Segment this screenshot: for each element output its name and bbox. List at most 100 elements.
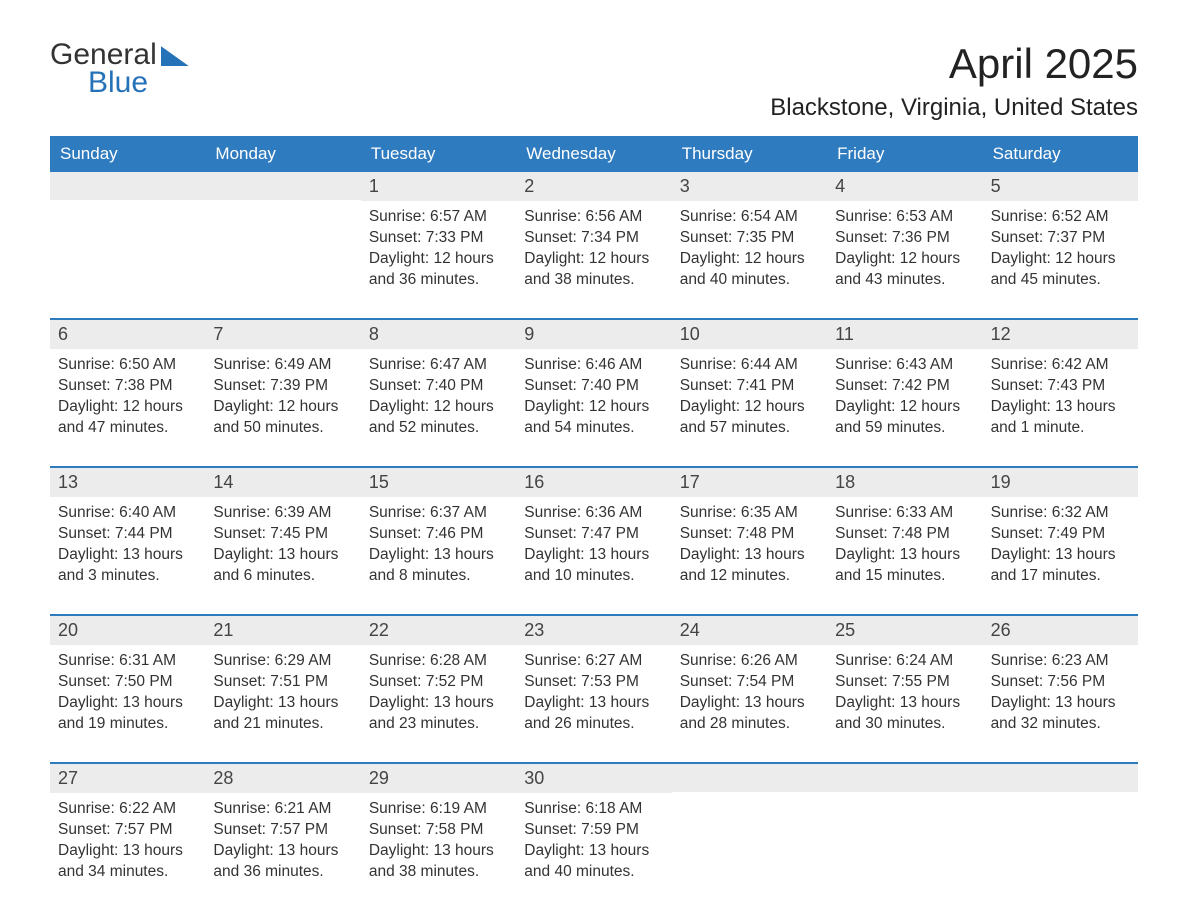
day-number: 8 bbox=[361, 320, 516, 349]
daylight-line: and 21 minutes. bbox=[213, 714, 352, 735]
cell-body: Sunrise: 6:54 AMSunset: 7:35 PMDaylight:… bbox=[672, 201, 827, 293]
sunrise-line: Sunrise: 6:56 AM bbox=[524, 207, 663, 228]
calendar-cell: 11Sunrise: 6:43 AMSunset: 7:42 PMDayligh… bbox=[827, 320, 982, 448]
daylight-line: Daylight: 12 hours bbox=[369, 397, 508, 418]
daylight-line: Daylight: 13 hours bbox=[524, 545, 663, 566]
day-number: 29 bbox=[361, 764, 516, 793]
week-row: 13Sunrise: 6:40 AMSunset: 7:44 PMDayligh… bbox=[50, 466, 1138, 596]
daylight-line: Daylight: 12 hours bbox=[835, 397, 974, 418]
cell-body: Sunrise: 6:40 AMSunset: 7:44 PMDaylight:… bbox=[50, 497, 205, 589]
sunset-line: Sunset: 7:44 PM bbox=[58, 524, 197, 545]
cell-body: Sunrise: 6:47 AMSunset: 7:40 PMDaylight:… bbox=[361, 349, 516, 441]
sunrise-line: Sunrise: 6:43 AM bbox=[835, 355, 974, 376]
calendar-cell: 25Sunrise: 6:24 AMSunset: 7:55 PMDayligh… bbox=[827, 616, 982, 744]
day-header: Tuesday bbox=[361, 136, 516, 172]
daylight-line: and 57 minutes. bbox=[680, 418, 819, 439]
cell-body: Sunrise: 6:46 AMSunset: 7:40 PMDaylight:… bbox=[516, 349, 671, 441]
sunrise-line: Sunrise: 6:33 AM bbox=[835, 503, 974, 524]
day-number: 25 bbox=[827, 616, 982, 645]
day-header: Sunday bbox=[50, 136, 205, 172]
day-number: 7 bbox=[205, 320, 360, 349]
sunrise-line: Sunrise: 6:52 AM bbox=[991, 207, 1130, 228]
cell-body: Sunrise: 6:23 AMSunset: 7:56 PMDaylight:… bbox=[983, 645, 1138, 737]
daylight-line: and 59 minutes. bbox=[835, 418, 974, 439]
cell-body: Sunrise: 6:32 AMSunset: 7:49 PMDaylight:… bbox=[983, 497, 1138, 589]
sunrise-line: Sunrise: 6:37 AM bbox=[369, 503, 508, 524]
calendar-cell: 22Sunrise: 6:28 AMSunset: 7:52 PMDayligh… bbox=[361, 616, 516, 744]
header: General Blue April 2025 Blackstone, Virg… bbox=[50, 40, 1138, 122]
day-number: 19 bbox=[983, 468, 1138, 497]
sunrise-line: Sunrise: 6:23 AM bbox=[991, 651, 1130, 672]
calendar-cell: 14Sunrise: 6:39 AMSunset: 7:45 PMDayligh… bbox=[205, 468, 360, 596]
day-number: 24 bbox=[672, 616, 827, 645]
day-header: Monday bbox=[205, 136, 360, 172]
calendar-cell: 23Sunrise: 6:27 AMSunset: 7:53 PMDayligh… bbox=[516, 616, 671, 744]
calendar-cell bbox=[672, 764, 827, 892]
sunset-line: Sunset: 7:53 PM bbox=[524, 672, 663, 693]
day-number: 5 bbox=[983, 172, 1138, 201]
cell-body: Sunrise: 6:44 AMSunset: 7:41 PMDaylight:… bbox=[672, 349, 827, 441]
daylight-line: and 38 minutes. bbox=[524, 270, 663, 291]
calendar-cell: 2Sunrise: 6:56 AMSunset: 7:34 PMDaylight… bbox=[516, 172, 671, 300]
day-number: 6 bbox=[50, 320, 205, 349]
sunrise-line: Sunrise: 6:53 AM bbox=[835, 207, 974, 228]
sunrise-line: Sunrise: 6:57 AM bbox=[369, 207, 508, 228]
cell-body: Sunrise: 6:50 AMSunset: 7:38 PMDaylight:… bbox=[50, 349, 205, 441]
daylight-line: and 12 minutes. bbox=[680, 566, 819, 587]
cell-body: Sunrise: 6:26 AMSunset: 7:54 PMDaylight:… bbox=[672, 645, 827, 737]
daylight-line: and 30 minutes. bbox=[835, 714, 974, 735]
sunrise-line: Sunrise: 6:31 AM bbox=[58, 651, 197, 672]
sunrise-line: Sunrise: 6:36 AM bbox=[524, 503, 663, 524]
daynum-empty bbox=[205, 172, 360, 200]
calendar-cell: 18Sunrise: 6:33 AMSunset: 7:48 PMDayligh… bbox=[827, 468, 982, 596]
daylight-line: and 50 minutes. bbox=[213, 418, 352, 439]
cell-body: Sunrise: 6:24 AMSunset: 7:55 PMDaylight:… bbox=[827, 645, 982, 737]
daylight-line: and 26 minutes. bbox=[524, 714, 663, 735]
day-number: 14 bbox=[205, 468, 360, 497]
day-number: 22 bbox=[361, 616, 516, 645]
daylight-line: and 1 minute. bbox=[991, 418, 1130, 439]
calendar: Sunday Monday Tuesday Wednesday Thursday… bbox=[50, 136, 1138, 892]
sunset-line: Sunset: 7:57 PM bbox=[58, 820, 197, 841]
calendar-cell: 12Sunrise: 6:42 AMSunset: 7:43 PMDayligh… bbox=[983, 320, 1138, 448]
calendar-cell bbox=[983, 764, 1138, 892]
cell-body: Sunrise: 6:35 AMSunset: 7:48 PMDaylight:… bbox=[672, 497, 827, 589]
day-number: 16 bbox=[516, 468, 671, 497]
sunset-line: Sunset: 7:48 PM bbox=[835, 524, 974, 545]
daylight-line: and 54 minutes. bbox=[524, 418, 663, 439]
daylight-line: Daylight: 13 hours bbox=[524, 841, 663, 862]
daylight-line: and 10 minutes. bbox=[524, 566, 663, 587]
daylight-line: and 43 minutes. bbox=[835, 270, 974, 291]
sunset-line: Sunset: 7:34 PM bbox=[524, 228, 663, 249]
sunset-line: Sunset: 7:47 PM bbox=[524, 524, 663, 545]
sunrise-line: Sunrise: 6:54 AM bbox=[680, 207, 819, 228]
cell-body: Sunrise: 6:29 AMSunset: 7:51 PMDaylight:… bbox=[205, 645, 360, 737]
sunset-line: Sunset: 7:56 PM bbox=[991, 672, 1130, 693]
calendar-cell: 15Sunrise: 6:37 AMSunset: 7:46 PMDayligh… bbox=[361, 468, 516, 596]
cell-body: Sunrise: 6:28 AMSunset: 7:52 PMDaylight:… bbox=[361, 645, 516, 737]
brand-line2: Blue bbox=[50, 68, 189, 98]
sunrise-line: Sunrise: 6:18 AM bbox=[524, 799, 663, 820]
calendar-cell: 19Sunrise: 6:32 AMSunset: 7:49 PMDayligh… bbox=[983, 468, 1138, 596]
daylight-line: and 34 minutes. bbox=[58, 862, 197, 883]
sunrise-line: Sunrise: 6:27 AM bbox=[524, 651, 663, 672]
calendar-cell: 29Sunrise: 6:19 AMSunset: 7:58 PMDayligh… bbox=[361, 764, 516, 892]
calendar-cell bbox=[827, 764, 982, 892]
sunrise-line: Sunrise: 6:44 AM bbox=[680, 355, 819, 376]
daylight-line: Daylight: 12 hours bbox=[58, 397, 197, 418]
daylight-line: Daylight: 13 hours bbox=[835, 545, 974, 566]
sunset-line: Sunset: 7:54 PM bbox=[680, 672, 819, 693]
daylight-line: and 32 minutes. bbox=[991, 714, 1130, 735]
daylight-line: Daylight: 13 hours bbox=[680, 545, 819, 566]
cell-body: Sunrise: 6:21 AMSunset: 7:57 PMDaylight:… bbox=[205, 793, 360, 885]
location-subtitle: Blackstone, Virginia, United States bbox=[770, 94, 1138, 122]
sunrise-line: Sunrise: 6:42 AM bbox=[991, 355, 1130, 376]
sunset-line: Sunset: 7:35 PM bbox=[680, 228, 819, 249]
daylight-line: Daylight: 13 hours bbox=[835, 693, 974, 714]
calendar-cell: 3Sunrise: 6:54 AMSunset: 7:35 PMDaylight… bbox=[672, 172, 827, 300]
day-number: 17 bbox=[672, 468, 827, 497]
day-number: 23 bbox=[516, 616, 671, 645]
cell-body: Sunrise: 6:31 AMSunset: 7:50 PMDaylight:… bbox=[50, 645, 205, 737]
daylight-line: Daylight: 12 hours bbox=[991, 249, 1130, 270]
sunset-line: Sunset: 7:46 PM bbox=[369, 524, 508, 545]
